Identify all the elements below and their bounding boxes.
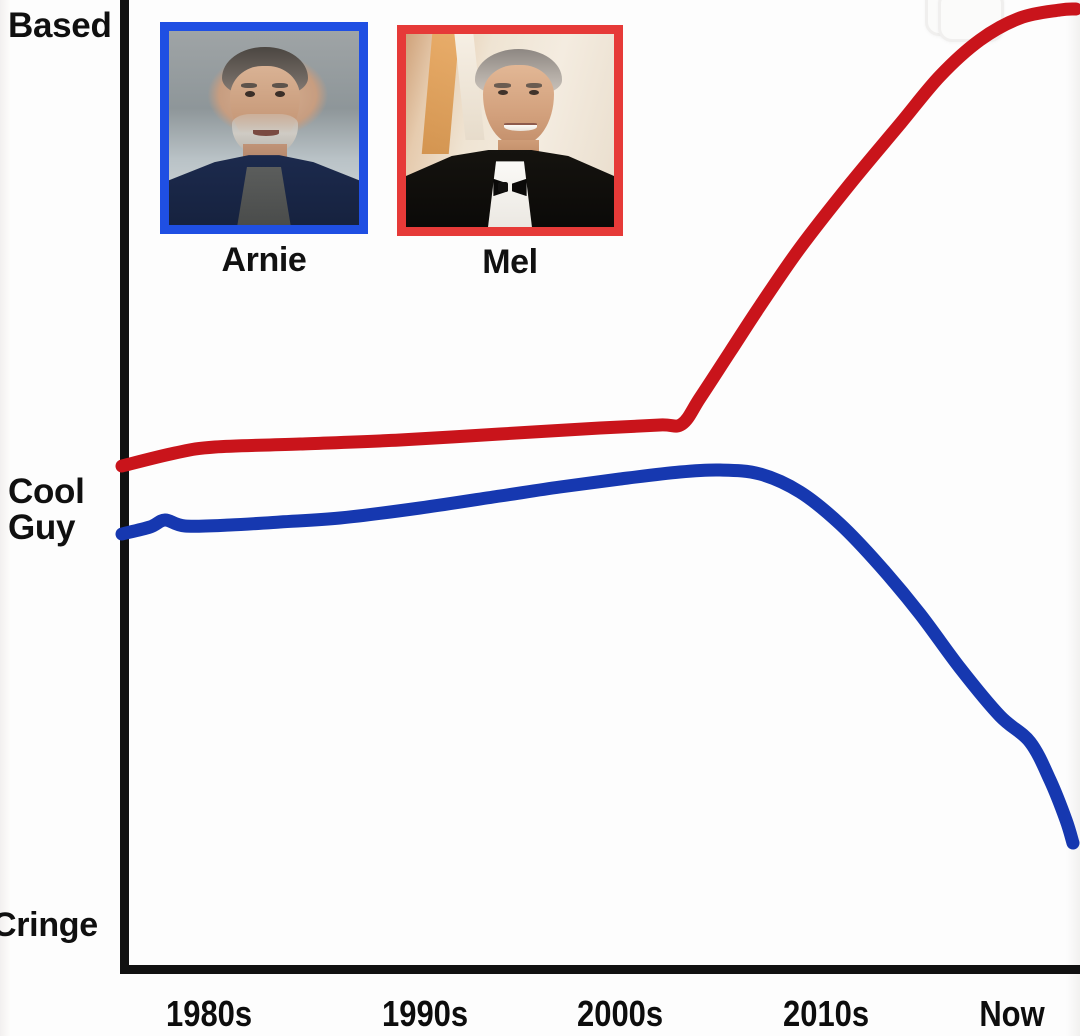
mel-card-label: Mel: [482, 243, 538, 281]
x-tick-1990s: 1990s: [381, 993, 469, 1034]
arnie-card-label: Arnie: [221, 241, 307, 279]
x-tick-now: Now: [979, 993, 1045, 1034]
x-tick-2010s: 2010s: [782, 993, 870, 1034]
x-axis-line: [120, 965, 1080, 974]
y-axis-line: [120, 0, 129, 974]
legend-card-mel: Mel: [397, 25, 623, 282]
y-axis-label-based: Based: [8, 6, 112, 45]
legend-card-arnie: Arnie: [160, 22, 368, 280]
arnie-trend-line: [115, 463, 1080, 850]
arnie-portrait-frame: [160, 22, 368, 234]
x-tick-2000s: 2000s: [576, 993, 664, 1034]
mel-portrait-frame: [397, 25, 623, 236]
mel-trend-line: [115, 2, 1080, 473]
arnold-schwarzenegger-portrait: [169, 31, 359, 225]
y-axis-label-cringe: Cringe: [0, 906, 98, 944]
mel-gibson-portrait: [406, 34, 614, 227]
x-tick-1980s: 1980s: [165, 993, 253, 1034]
x-axis-tick-row: 1980s 1990s 2000s 2010s Now: [120, 993, 1080, 1036]
y-axis-label-cool-guy: Cool Guy: [8, 472, 85, 547]
